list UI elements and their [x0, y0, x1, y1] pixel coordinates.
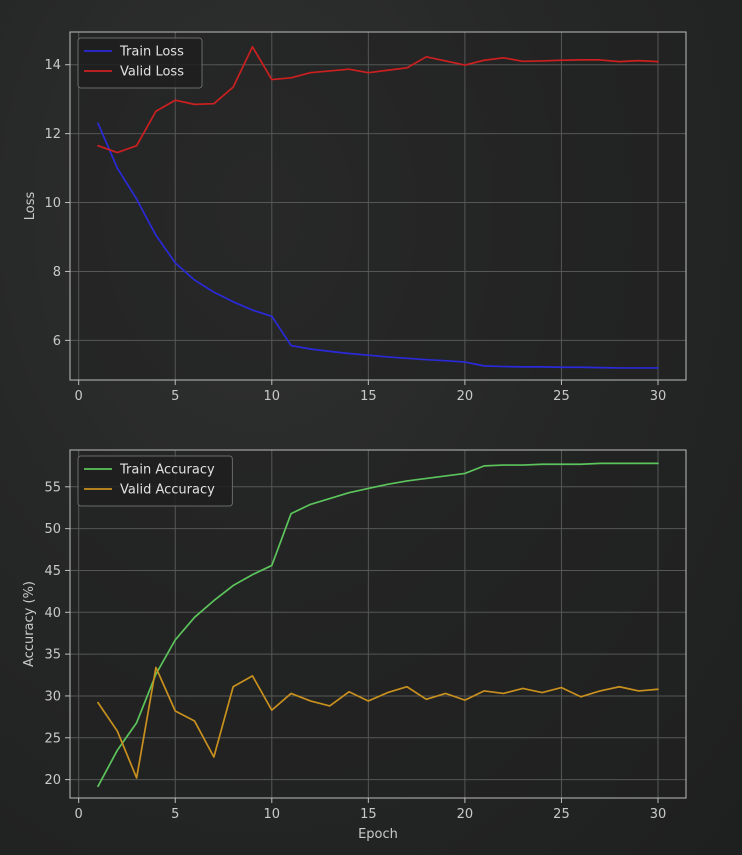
loss-x-tick-label: 20	[457, 389, 474, 404]
accuracy-plot-area	[70, 450, 686, 798]
loss-legend-label-0: Train Loss	[119, 45, 184, 60]
accuracy-x-tick-label: 15	[360, 807, 377, 822]
accuracy-series-line-1	[97, 666, 659, 779]
loss-y-tick-label: 8	[53, 265, 61, 280]
loss-x-tick-label: 25	[553, 389, 570, 404]
accuracy-legend-label-0: Train Accuracy	[119, 463, 215, 478]
accuracy-x-axis-title: Epoch	[358, 827, 398, 842]
loss-x-tick-label: 15	[360, 389, 377, 404]
accuracy-y-tick-label: 30	[44, 689, 61, 704]
loss-x-tick-label: 0	[75, 389, 83, 404]
accuracy-y-tick-label: 35	[44, 648, 61, 663]
accuracy-x-tick-label: 20	[457, 807, 474, 822]
loss-y-tick-label: 6	[53, 334, 61, 349]
accuracy-x-tick-label: 5	[171, 807, 179, 822]
loss-y-axis-title: Loss	[23, 192, 38, 221]
accuracy-legend-box	[77, 455, 233, 507]
accuracy-y-axis-title: Accuracy (%)	[22, 581, 37, 667]
accuracy-x-tick-label: 25	[553, 807, 570, 822]
accuracy-chart: 0 5 10 15 20 25 30 20 25 30 35 40 45 50 55 Accuracy (%)…	[22, 449, 687, 842]
accuracy-y-tick-label: 40	[44, 606, 61, 621]
loss-x-tick-label: 30	[650, 389, 667, 404]
accuracy-x-tick-label: 10	[264, 807, 281, 822]
accuracy-y-tick-label: 45	[44, 564, 61, 579]
accuracy-x-tick-label: 0	[75, 807, 83, 822]
loss-y-tick-label: 12	[44, 127, 61, 142]
loss-axes-frame	[69, 31, 687, 381]
loss-x-tick-label: 10	[264, 389, 281, 404]
accuracy-y-tick-label: 55	[44, 480, 61, 495]
loss-series-line-0	[97, 122, 659, 369]
loss-y-tick-label: 14	[44, 58, 61, 73]
accuracy-y-tick-label: 25	[44, 731, 61, 746]
accuracy-y-tick-label: 50	[44, 522, 61, 537]
loss-plot-area	[70, 32, 686, 380]
accuracy-x-tick-label: 30	[650, 807, 667, 822]
accuracy-legend-label-1: Valid Accuracy	[120, 483, 215, 498]
loss-series-line-1	[97, 45, 659, 154]
accuracy-axes-frame	[69, 449, 687, 799]
accuracy-y-tick-label: 20	[44, 773, 61, 788]
loss-legend-label-1: Valid Loss	[120, 65, 184, 80]
loss-x-tick-label: 5	[171, 389, 179, 404]
loss-y-tick-label: 10	[44, 196, 61, 211]
accuracy-series-line-0	[97, 462, 659, 788]
loss-chart: 0 5 10 15 20 25 30 6 8 10 12 14 Loss Train Loss Valid …	[23, 31, 687, 404]
